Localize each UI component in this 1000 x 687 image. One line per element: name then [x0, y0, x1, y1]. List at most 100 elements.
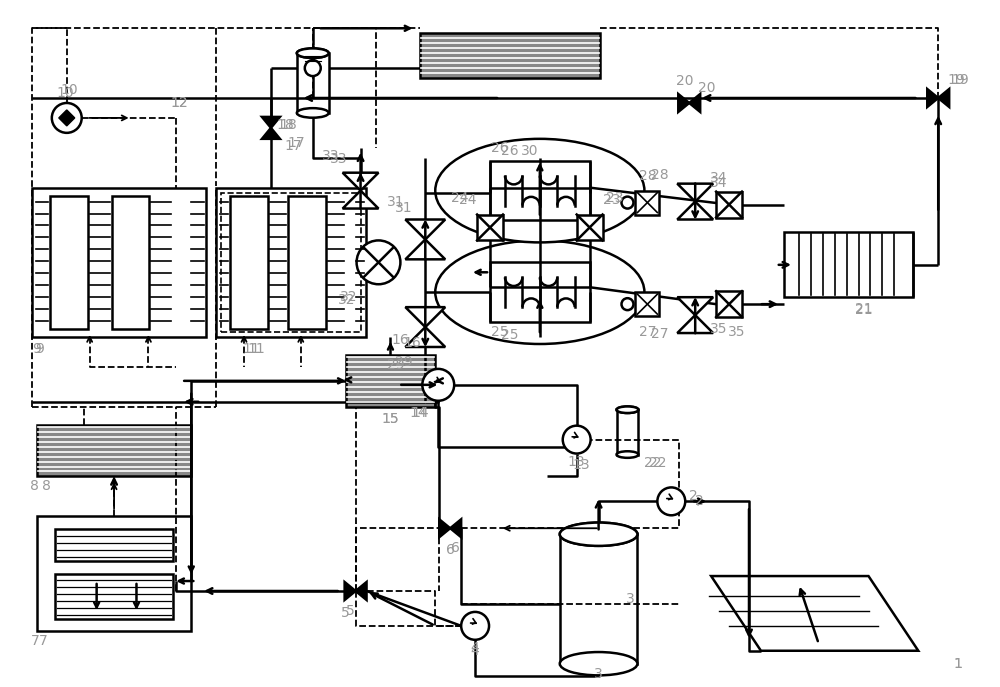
- Polygon shape: [677, 201, 713, 220]
- Bar: [635, 292, 659, 316]
- Text: 27: 27: [639, 325, 656, 339]
- Ellipse shape: [617, 407, 638, 413]
- Text: 3: 3: [626, 592, 635, 606]
- Polygon shape: [405, 240, 445, 259]
- Ellipse shape: [560, 652, 637, 675]
- Bar: [112, 196, 149, 329]
- Text: 6: 6: [446, 543, 455, 557]
- Text: 32: 32: [338, 293, 355, 307]
- Polygon shape: [343, 172, 378, 190]
- Text: 18: 18: [276, 118, 294, 132]
- Ellipse shape: [297, 48, 329, 58]
- Bar: [346, 355, 435, 407]
- Polygon shape: [711, 576, 918, 651]
- Text: 20: 20: [676, 74, 693, 88]
- Bar: [216, 188, 366, 337]
- Ellipse shape: [617, 407, 638, 413]
- Circle shape: [563, 426, 591, 453]
- Bar: [288, 196, 326, 329]
- Text: 13: 13: [573, 458, 590, 471]
- Text: 17: 17: [287, 136, 305, 150]
- Text: 11: 11: [247, 342, 265, 356]
- Bar: [490, 161, 590, 221]
- Bar: [716, 291, 742, 317]
- Text: 10: 10: [56, 86, 74, 100]
- Polygon shape: [405, 220, 445, 240]
- Text: 22: 22: [649, 455, 666, 469]
- Bar: [55, 574, 173, 619]
- Bar: [32, 188, 206, 337]
- Ellipse shape: [297, 48, 329, 58]
- Text: 15: 15: [382, 412, 399, 426]
- Text: 10: 10: [60, 83, 78, 97]
- Text: 14: 14: [412, 406, 429, 420]
- Bar: [635, 190, 659, 214]
- Text: 9: 9: [35, 342, 44, 356]
- Text: 12: 12: [170, 96, 188, 110]
- Text: 11: 11: [242, 342, 260, 356]
- Polygon shape: [439, 519, 450, 537]
- Text: 25: 25: [491, 325, 509, 339]
- Bar: [37, 425, 191, 477]
- Text: 31: 31: [395, 201, 412, 214]
- Text: 22: 22: [644, 455, 661, 469]
- Text: 19: 19: [947, 73, 965, 87]
- Text: 27: 27: [651, 327, 668, 341]
- Polygon shape: [677, 297, 713, 315]
- Text: 35: 35: [728, 325, 746, 339]
- Text: 23: 23: [603, 192, 620, 207]
- Polygon shape: [689, 94, 700, 112]
- Text: 20: 20: [698, 81, 716, 95]
- Text: 33: 33: [322, 149, 339, 163]
- Text: 8: 8: [30, 480, 39, 493]
- Polygon shape: [59, 110, 75, 126]
- Text: 29: 29: [387, 358, 404, 372]
- Polygon shape: [343, 190, 378, 209]
- Text: 5: 5: [346, 604, 355, 618]
- Text: 26: 26: [501, 144, 519, 158]
- Text: 13: 13: [568, 455, 586, 469]
- Bar: [230, 196, 268, 329]
- Text: 4: 4: [471, 644, 479, 657]
- Text: 18: 18: [279, 118, 297, 132]
- Polygon shape: [678, 94, 689, 112]
- Text: 15: 15: [382, 412, 399, 426]
- Circle shape: [622, 196, 633, 209]
- Bar: [55, 529, 173, 561]
- Text: 21: 21: [855, 303, 872, 317]
- Text: 16: 16: [392, 333, 409, 347]
- Text: 3: 3: [594, 666, 603, 681]
- Bar: [490, 262, 590, 322]
- Text: 19: 19: [951, 73, 969, 87]
- Text: 35: 35: [710, 322, 728, 336]
- Text: 8: 8: [42, 480, 51, 493]
- Text: 2: 2: [695, 495, 704, 508]
- Polygon shape: [677, 183, 713, 201]
- Text: 25: 25: [501, 328, 519, 342]
- Ellipse shape: [435, 240, 644, 344]
- Bar: [37, 517, 191, 631]
- Text: 33: 33: [330, 152, 347, 166]
- Text: 24: 24: [459, 192, 477, 207]
- Text: 12: 12: [170, 96, 188, 110]
- Text: 32: 32: [340, 290, 357, 304]
- Polygon shape: [450, 519, 461, 537]
- Text: 23: 23: [606, 190, 623, 205]
- Text: 16: 16: [403, 336, 421, 350]
- Circle shape: [657, 487, 685, 515]
- Text: 21: 21: [855, 302, 872, 316]
- Bar: [716, 192, 742, 218]
- Text: 28: 28: [651, 168, 668, 181]
- Text: 1: 1: [954, 657, 963, 671]
- Polygon shape: [262, 128, 280, 139]
- Circle shape: [622, 298, 633, 310]
- Polygon shape: [262, 117, 280, 128]
- Text: 31: 31: [387, 194, 404, 209]
- Bar: [420, 33, 600, 78]
- Circle shape: [52, 103, 82, 133]
- Text: 30: 30: [521, 144, 539, 158]
- Text: 2: 2: [689, 489, 698, 504]
- Bar: [477, 214, 503, 240]
- Polygon shape: [927, 89, 938, 107]
- Text: 14: 14: [410, 406, 427, 420]
